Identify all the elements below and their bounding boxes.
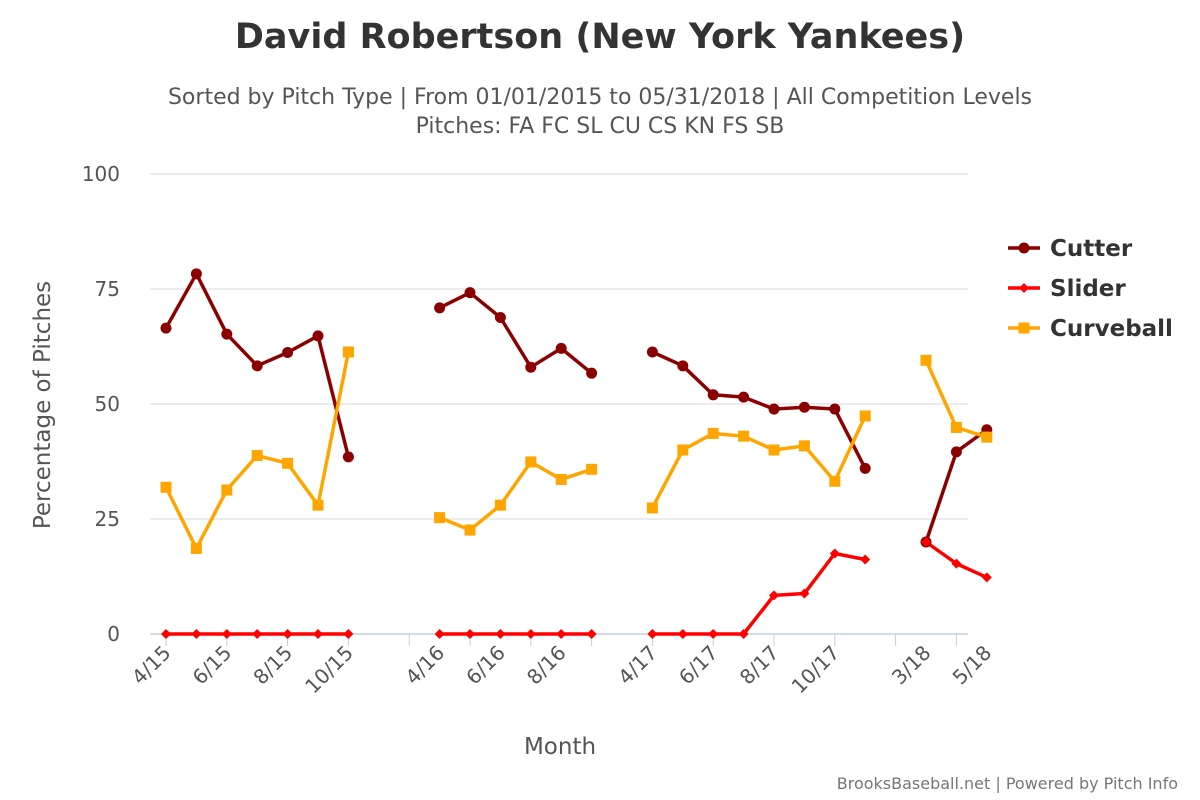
curveball-point[interactable] [586,463,598,475]
slider-point[interactable] [191,629,202,639]
legend-item-cutter[interactable]: Cutter [1008,236,1133,262]
slider-point[interactable] [252,629,263,639]
slider-line-segment [652,551,866,636]
cutter-point[interactable] [738,391,750,403]
slider-point[interactable] [282,629,293,639]
y-tick-label: 25 [95,507,120,531]
slider-point[interactable] [313,629,323,639]
curveball-point[interactable] [342,346,354,358]
curveball-point[interactable] [160,481,172,493]
slider-point[interactable] [769,590,779,601]
cutter-line-segment [438,290,593,375]
slider-point[interactable] [556,629,567,639]
slider-point[interactable] [677,629,688,639]
curveball-point[interactable] [859,410,871,422]
curveball-point[interactable] [251,450,263,462]
slider-point[interactable] [799,588,810,599]
y-axis-ticks: 0 25 50 75 100 [82,162,120,646]
slider-point[interactable] [161,629,171,639]
cutter-point[interactable] [798,401,810,413]
cutter-point[interactable] [312,330,324,342]
legend-label: Curveball [1050,316,1173,342]
curveball-point[interactable] [525,456,537,468]
slider-point[interactable] [434,629,445,639]
cutter-point[interactable] [859,462,871,474]
curveball-point[interactable] [768,444,780,456]
chart-title: David Robertson (New York Yankees) [235,17,965,57]
cutter-point[interactable] [586,367,598,379]
curveball-point[interactable] [950,421,962,433]
cutter-point[interactable] [829,403,841,415]
curveball-point[interactable] [221,484,233,496]
cutter-point[interactable] [555,342,567,354]
cutter-point[interactable] [190,268,202,280]
slider-point[interactable] [343,629,354,639]
cutter-point[interactable] [160,322,172,334]
slider-point[interactable] [981,572,992,583]
cutter-point[interactable] [282,346,294,358]
cutter-point[interactable] [525,361,537,373]
slider-point[interactable] [738,629,749,639]
chart-subtitle-line-1: Sorted by Pitch Type | From 01/01/2015 t… [168,85,1032,110]
legend: Cutter Slider Curveball [1008,236,1173,342]
slider-point[interactable] [465,629,475,639]
y-tick-label: 0 [107,622,120,646]
slider-point[interactable] [525,629,536,639]
cutter-point[interactable] [768,403,780,415]
curveball-point[interactable] [677,444,689,456]
slider-point[interactable] [647,629,658,639]
curveball-point[interactable] [555,473,567,485]
curveball-point[interactable] [434,512,446,524]
x-axis-title: Month [524,734,596,760]
cutter-point[interactable] [434,302,446,314]
curveball-point[interactable] [707,427,719,439]
cutter-point[interactable] [677,360,689,372]
legend-item-curveball[interactable]: Curveball [1008,316,1173,342]
slider-point[interactable] [921,537,931,547]
legend-label: Slider [1050,276,1126,302]
legend-marker [1018,322,1030,334]
chart-subtitle-line-2: Pitches: FA FC SL CU CS KN FS SB [416,114,785,139]
curveball-point[interactable] [829,475,841,487]
curveball-point[interactable] [981,431,993,443]
legend-item-slider[interactable]: Slider [1008,276,1126,302]
y-tick-label: 50 [95,392,120,416]
cutter-point[interactable] [464,287,476,299]
slider-point[interactable] [221,629,232,639]
legend-label: Cutter [1050,236,1133,262]
curveball-point[interactable] [190,542,202,554]
curveball-point[interactable] [464,524,476,536]
slider-point[interactable] [829,548,840,559]
cutter-point[interactable] [221,328,233,340]
cutter-point[interactable] [950,446,962,458]
slider-point[interactable] [951,558,962,569]
cutter-point[interactable] [707,389,719,401]
y-tick-label: 100 [82,162,120,186]
series-markers [160,268,993,639]
cutter-point[interactable] [342,451,354,463]
y-tick-label: 75 [95,277,120,301]
curveball-point[interactable] [282,457,294,469]
slider-point[interactable] [708,629,719,639]
legend-marker [1018,242,1030,254]
y-axis-title: Percentage of Pitches [30,281,56,529]
credits[interactable]: BrooksBaseball.net | Powered by Pitch In… [837,774,1178,793]
slider-point[interactable] [586,629,597,639]
cutter-point[interactable] [251,360,263,372]
curveball-point[interactable] [738,430,750,442]
curveball-point[interactable] [312,499,324,511]
curveball-point[interactable] [646,502,658,514]
cutter-point[interactable] [494,312,506,324]
legend-marker [1019,283,1029,293]
slider-point[interactable] [495,629,506,639]
curveball-point[interactable] [494,499,506,511]
curveball-point[interactable] [798,440,810,452]
curveball-point[interactable] [920,354,932,366]
cutter-point[interactable] [646,346,658,358]
slider-point[interactable] [860,554,871,565]
